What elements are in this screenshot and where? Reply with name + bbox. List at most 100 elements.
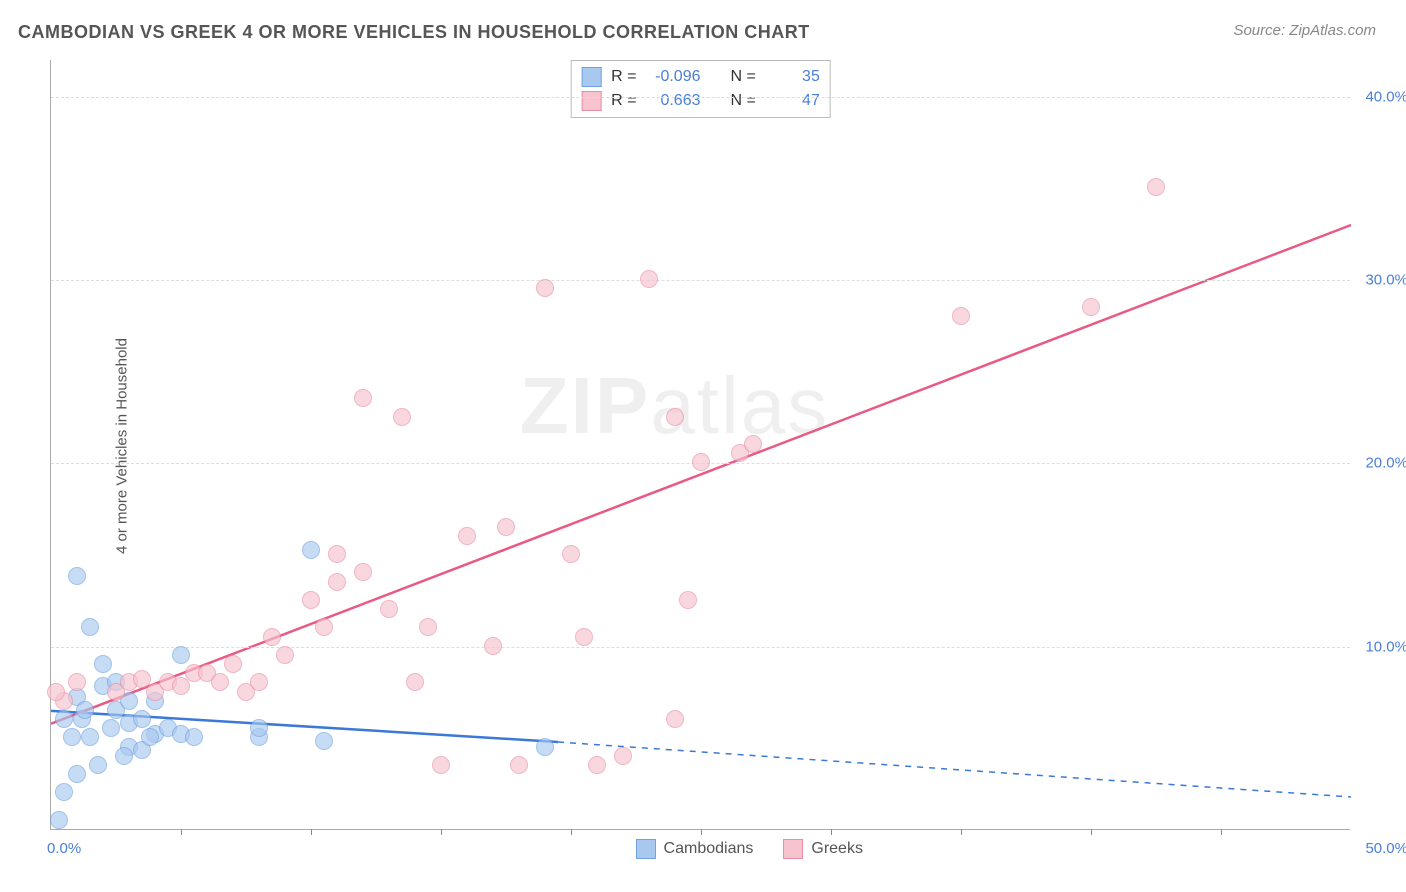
legend-item: Greeks <box>783 839 863 859</box>
data-point <box>497 518 515 536</box>
chart-title: CAMBODIAN VS GREEK 4 OR MORE VEHICLES IN… <box>18 22 810 43</box>
data-point <box>141 728 159 746</box>
data-point <box>224 655 242 673</box>
chart-container: CAMBODIAN VS GREEK 4 OR MORE VEHICLES IN… <box>0 0 1406 892</box>
regression-line-extrapolated <box>558 742 1351 797</box>
regression-line <box>51 225 1351 724</box>
stat-n-value: 35 <box>766 68 820 86</box>
data-point <box>55 783 73 801</box>
data-point <box>172 646 190 664</box>
data-point <box>81 728 99 746</box>
data-point <box>354 389 372 407</box>
data-point <box>458 527 476 545</box>
data-point <box>55 710 73 728</box>
x-tick <box>1221 829 1222 835</box>
source-attribution: Source: ZipAtlas.com <box>1233 22 1376 39</box>
stat-n-label: N = <box>731 92 756 110</box>
data-point <box>666 408 684 426</box>
legend-label: Greeks <box>811 840 863 858</box>
y-tick-label: 30.0% <box>1365 272 1406 289</box>
series-legend: Cambodians Greeks <box>636 839 863 859</box>
y-tick-label: 10.0% <box>1365 638 1406 655</box>
legend-swatch <box>783 839 803 859</box>
legend-item: Cambodians <box>636 839 754 859</box>
data-point <box>328 573 346 591</box>
gridline-h <box>51 647 1350 648</box>
stats-row: R = 0.663 N = 47 <box>581 89 820 113</box>
data-point <box>315 618 333 636</box>
data-point <box>536 279 554 297</box>
data-point <box>315 732 333 750</box>
data-point <box>952 307 970 325</box>
plot-area: ZIPatlas R =-0.096N =35R =0.663N =47 Cam… <box>50 60 1350 830</box>
data-point <box>744 435 762 453</box>
stats-swatch <box>581 67 601 87</box>
stat-n-label: N = <box>731 68 756 86</box>
data-point <box>94 655 112 673</box>
data-point <box>133 710 151 728</box>
data-point <box>1147 178 1165 196</box>
data-point <box>614 747 632 765</box>
data-point <box>575 628 593 646</box>
x-tick-label: 0.0% <box>47 840 81 857</box>
data-point <box>89 756 107 774</box>
data-point <box>679 591 697 609</box>
x-tick <box>571 829 572 835</box>
regression-lines-layer <box>51 60 1350 829</box>
stat-n-value: 47 <box>766 92 820 110</box>
stats-swatch <box>581 91 601 111</box>
data-point <box>211 673 229 691</box>
legend-label: Cambodians <box>664 840 754 858</box>
data-point <box>185 728 203 746</box>
data-point <box>536 738 554 756</box>
data-point <box>68 765 86 783</box>
data-point <box>406 673 424 691</box>
data-point <box>47 683 65 701</box>
stat-r-value: 0.663 <box>647 92 701 110</box>
data-point <box>302 541 320 559</box>
x-tick <box>1091 829 1092 835</box>
data-point <box>276 646 294 664</box>
data-point <box>510 756 528 774</box>
data-point <box>250 719 268 737</box>
x-tick <box>311 829 312 835</box>
x-tick <box>181 829 182 835</box>
data-point <box>50 811 68 829</box>
stat-r-value: -0.096 <box>647 68 701 86</box>
x-tick <box>701 829 702 835</box>
data-point <box>102 719 120 737</box>
stat-r-label: R = <box>611 92 636 110</box>
data-point <box>250 673 268 691</box>
y-tick-label: 20.0% <box>1365 455 1406 472</box>
data-point <box>419 618 437 636</box>
data-point <box>354 563 372 581</box>
data-point <box>380 600 398 618</box>
data-point <box>484 637 502 655</box>
data-point <box>692 453 710 471</box>
data-point <box>640 270 658 288</box>
data-point <box>328 545 346 563</box>
data-point <box>68 567 86 585</box>
gridline-h <box>51 97 1350 98</box>
data-point <box>393 408 411 426</box>
data-point <box>263 628 281 646</box>
data-point <box>1082 298 1100 316</box>
data-point <box>115 747 133 765</box>
data-point <box>81 618 99 636</box>
x-tick <box>441 829 442 835</box>
x-tick <box>961 829 962 835</box>
data-point <box>666 710 684 728</box>
data-point <box>63 728 81 746</box>
x-tick <box>831 829 832 835</box>
stat-r-label: R = <box>611 68 636 86</box>
data-point <box>76 701 94 719</box>
data-point <box>68 673 86 691</box>
legend-swatch <box>636 839 656 859</box>
y-tick-label: 40.0% <box>1365 88 1406 105</box>
data-point <box>432 756 450 774</box>
stats-row: R = -0.096 N = 35 <box>581 65 820 89</box>
data-point <box>302 591 320 609</box>
data-point <box>562 545 580 563</box>
x-tick-label: 50.0% <box>1365 840 1406 857</box>
stats-legend-box: R = -0.096 N = 35 R = 0.663 N = 47 <box>570 60 831 118</box>
